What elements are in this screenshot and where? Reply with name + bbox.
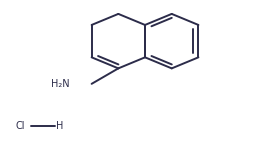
Text: H₂N: H₂N: [51, 79, 70, 89]
Text: H: H: [56, 121, 63, 131]
Text: Cl: Cl: [15, 121, 25, 131]
